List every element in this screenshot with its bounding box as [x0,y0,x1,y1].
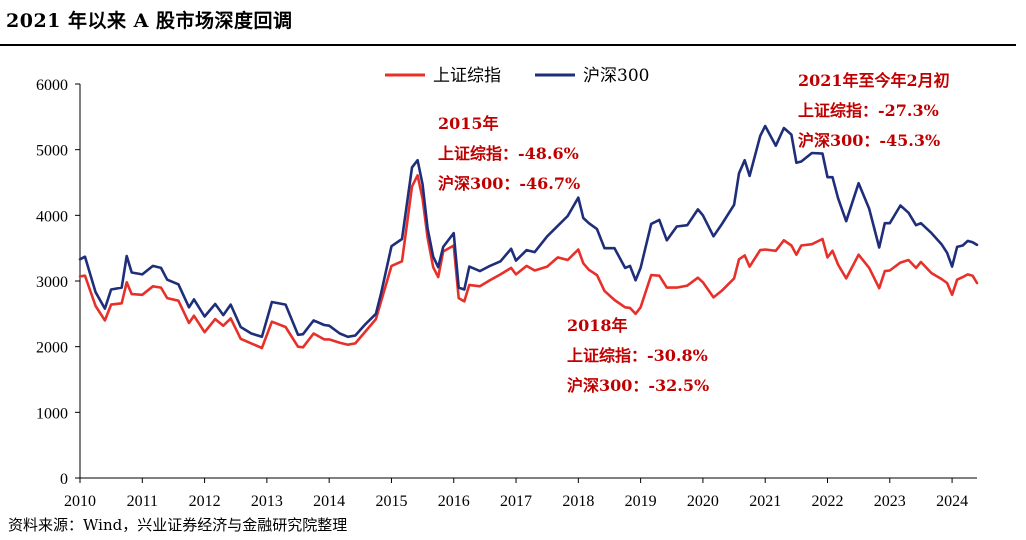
annotation-2018: 2018年 上证综指：-30.8% 沪深300：-32.5% [567,316,709,395]
x-tick-label: 2016 [438,493,470,510]
x-tick-label: 2013 [251,493,283,510]
annotation-2021: 2021年至今年2月初 上证综指：-27.3% 沪深300：-45.3% [798,71,950,150]
chart-axes: 0 1000 2000 3000 4000 5000 6000 2010 2011 2012 201… [36,77,977,510]
title-divider [0,44,1016,46]
legend: 上证综指 沪深300 [385,66,649,86]
y-tick-label: 3000 [36,274,68,291]
y-tick-label: 4000 [36,208,68,225]
x-tick-label: 2022 [812,493,844,510]
x-tick-label: 2017 [500,493,532,510]
annotation-2015-title: 2015年 [438,114,499,133]
x-tick-label: 2024 [936,493,968,510]
annotation-2018-csi300: 沪深300：-32.5% [567,376,709,395]
legend-label-sse: 上证综指 [433,66,501,86]
series-line-csi300 [78,124,979,339]
annotation-2021-csi300: 沪深300：-45.3% [798,131,940,150]
y-tick-label: 2000 [36,340,68,357]
annotation-2021-sse: 上证综指：-27.3% [798,101,939,120]
y-tick-label: 6000 [36,77,68,94]
annotation-2015-csi300: 沪深300：-46.7% [438,174,580,193]
legend-label-csi300: 沪深300 [583,66,649,86]
x-tick-label: 2015 [375,493,407,510]
chart-lines [78,124,979,350]
annotation-2021-title: 2021年至今年2月初 [798,71,950,90]
annotation-2018-sse: 上证综指：-30.8% [567,346,708,365]
x-tick-label: 2010 [64,493,96,510]
x-tick-label: 2020 [687,493,719,510]
annotation-2015: 2015年 上证综指：-48.6% 沪深300：-46.7% [438,114,580,193]
x-tick-label: 2019 [625,493,657,510]
chart-title: 2021 年以来 A 股市场深度回调 [6,10,293,32]
annotation-2015-sse: 上证综指：-48.6% [438,144,579,163]
series-line-sse [78,174,979,350]
y-tick-label: 1000 [36,405,68,422]
x-tick-label: 2011 [127,493,158,510]
x-tick-label: 2012 [189,493,221,510]
y-tick-label: 5000 [36,143,68,160]
x-tick-label: 2014 [313,493,345,510]
x-tick-label: 2021 [749,493,781,510]
x-tick-label: 2023 [874,493,906,510]
source-note: 资料来源：Wind，兴业证券经济与金融研究院整理 [8,516,348,534]
x-tick-label: 2018 [562,493,594,510]
y-tick-label: 0 [60,471,68,488]
annotation-2018-title: 2018年 [567,316,628,335]
